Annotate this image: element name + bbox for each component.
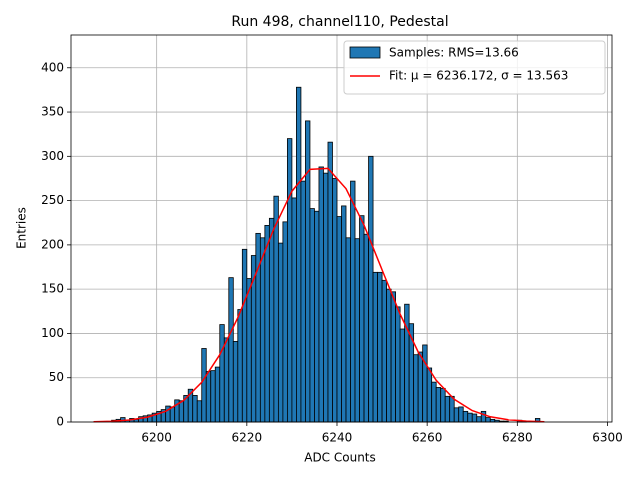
- bar: [422, 344, 428, 423]
- bar: [417, 351, 424, 423]
- bar: [318, 166, 324, 423]
- grid: [71, 35, 612, 423]
- bar: [480, 410, 487, 423]
- bar: [268, 217, 275, 423]
- bar: [210, 370, 216, 423]
- bar: [327, 141, 333, 423]
- bar: [237, 309, 243, 423]
- bar: [201, 348, 207, 423]
- bar: [259, 237, 266, 423]
- bar: [467, 412, 473, 423]
- bar: [363, 233, 369, 423]
- bar: [282, 221, 288, 423]
- bar: [196, 400, 203, 423]
- y-tick-label: 350: [41, 105, 64, 119]
- bar: [449, 395, 455, 423]
- bar: [413, 354, 419, 423]
- bar: [359, 215, 365, 423]
- bar: [192, 395, 198, 423]
- legend: Samples: RMS=13.66 Fit: μ = 6236.172, σ =…: [343, 40, 606, 95]
- plot-frame: [70, 34, 613, 423]
- y-tick-label: 0: [56, 415, 64, 429]
- bar: [296, 86, 302, 423]
- bar: [246, 278, 252, 423]
- legend-box: [343, 40, 606, 95]
- x-tick-label: 6220: [232, 431, 263, 445]
- y-tick-label: 50: [49, 370, 64, 384]
- bar: [300, 180, 306, 423]
- bar: [381, 279, 387, 423]
- bar: [309, 208, 315, 423]
- bar: [476, 416, 482, 423]
- legend-label: Samples: RMS=13.66: [389, 46, 519, 60]
- legend-label: Fit: μ = 6236.172, σ = 13.563: [389, 69, 568, 83]
- y-tick-label: 100: [41, 326, 64, 340]
- bar: [305, 120, 311, 423]
- bar: [395, 306, 401, 423]
- bar: [336, 216, 342, 423]
- bar: [426, 367, 433, 423]
- bar: [435, 387, 442, 423]
- bar: [440, 387, 446, 423]
- bar: [386, 288, 392, 423]
- bar: [377, 271, 383, 423]
- legend-swatch: [349, 46, 381, 59]
- bar: [219, 324, 225, 423]
- y-axis-label: Entries: [15, 207, 29, 249]
- x-tick-label: 6200: [141, 431, 172, 445]
- bar: [228, 277, 234, 423]
- x-tick-label: 6280: [502, 431, 533, 445]
- x-tick-label: 6260: [412, 431, 443, 445]
- bar: [273, 195, 279, 423]
- bar: [431, 381, 437, 423]
- x-tick-label: 6240: [322, 431, 353, 445]
- bar: [354, 238, 360, 423]
- bar: [458, 406, 464, 423]
- bar: [255, 232, 261, 423]
- x-tick-label: 6300: [592, 431, 623, 445]
- x-axis-label: ADC Counts: [304, 451, 376, 465]
- bar: [205, 371, 212, 423]
- bar: [350, 180, 356, 423]
- bar: [178, 400, 185, 423]
- bar: [323, 172, 329, 423]
- fit-line: [93, 167, 545, 423]
- bar: [471, 413, 478, 423]
- y-tick-label: 400: [41, 60, 64, 74]
- bar: [291, 197, 297, 423]
- bar: [485, 417, 491, 423]
- y-tick-label: 200: [41, 237, 64, 251]
- bar: [372, 271, 378, 423]
- bar: [444, 395, 451, 423]
- bar: [404, 303, 410, 423]
- bar: [169, 406, 176, 423]
- bar: [341, 205, 347, 423]
- bar: [314, 210, 320, 423]
- y-tick-label: 300: [41, 149, 64, 163]
- bar: [368, 155, 374, 423]
- bar: [462, 410, 469, 423]
- bar: [453, 407, 460, 423]
- bar: [345, 237, 351, 423]
- bar: [332, 178, 338, 423]
- bar: [286, 138, 293, 423]
- bar: [390, 291, 397, 423]
- bar: [214, 366, 221, 423]
- y-tick-label: 250: [41, 193, 64, 207]
- chart-title: Run 498, channel110, Pedestal: [231, 14, 448, 30]
- bar: [232, 341, 239, 423]
- y-tick-label: 150: [41, 282, 64, 296]
- bar: [277, 242, 284, 423]
- bar: [241, 248, 248, 423]
- bar: [399, 328, 406, 423]
- bar: [223, 337, 230, 423]
- bar: [264, 225, 270, 423]
